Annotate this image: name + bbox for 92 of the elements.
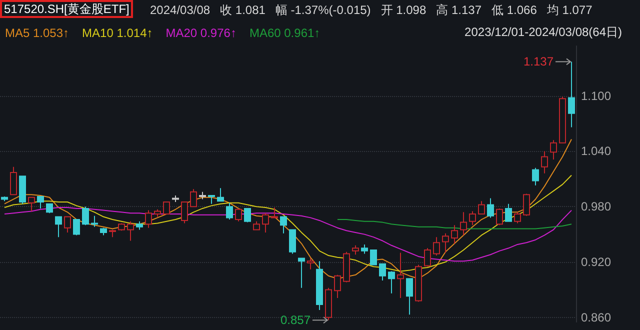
candlestick <box>253 220 260 230</box>
candlestick <box>208 195 215 204</box>
candlestick <box>271 207 278 218</box>
candlestick <box>316 260 323 310</box>
text: MA5 <box>5 26 30 40</box>
text: 1.014↑ <box>116 26 153 40</box>
candlestick <box>307 258 314 270</box>
candlestick <box>343 251 350 283</box>
y-tick-label: 0.860 <box>581 310 612 324</box>
candlestick <box>406 278 413 316</box>
line-series <box>4 174 572 272</box>
candlestick <box>37 196 44 209</box>
text: 均 1.077 <box>546 3 593 17</box>
candlestick <box>541 150 548 174</box>
candlestick <box>127 220 134 242</box>
text: 0.976↑ <box>200 26 236 40</box>
text: 0.961↑ <box>284 26 320 40</box>
candlestick <box>442 232 449 254</box>
candlestick <box>82 206 89 226</box>
candlestick <box>73 219 80 236</box>
candlestick <box>424 248 431 268</box>
candlestick <box>136 220 143 230</box>
candlestick <box>532 167 539 186</box>
candlestick <box>334 274 341 298</box>
candlestick <box>100 227 107 236</box>
annotation: 0.857 <box>280 313 311 328</box>
candlestick <box>496 208 503 226</box>
candlestick <box>145 210 152 228</box>
text: 收 1.081 <box>220 3 266 17</box>
candlestick <box>514 212 521 224</box>
candlestick <box>370 250 377 266</box>
chart-title: 517520.SH[黄金股ETF] <box>4 2 130 16</box>
chart-subtitle: 2023/12/01-2024/03/08(64日) <box>464 25 622 39</box>
candlestick <box>235 208 242 222</box>
candlestick <box>568 61 575 128</box>
candlestick <box>262 212 269 233</box>
candlestick <box>361 244 368 254</box>
candlestick <box>559 96 566 144</box>
candlestick <box>19 176 26 204</box>
candlestick <box>280 216 287 234</box>
candlestick <box>325 287 332 321</box>
text: 低 1.066 <box>492 3 538 17</box>
candlestick <box>118 222 125 232</box>
candlestick <box>28 196 35 212</box>
candlestick <box>379 263 386 281</box>
y-tick-label: 0.920 <box>581 255 612 269</box>
candlestick <box>55 216 62 238</box>
candlestick <box>460 212 467 236</box>
candlestick <box>451 224 458 244</box>
candlestick <box>550 140 557 160</box>
candlestick <box>352 244 359 256</box>
candlestick <box>10 166 17 196</box>
candlestick <box>478 200 485 214</box>
candlestick <box>505 203 512 222</box>
candlestick <box>523 193 530 216</box>
candlestick <box>46 203 53 214</box>
candlestick <box>397 252 404 298</box>
candlestick <box>109 229 116 238</box>
text: 1.053↑ <box>33 26 70 40</box>
text: 幅 -1.37%(-0.015) <box>275 3 371 17</box>
candlestick <box>487 198 494 218</box>
line-series <box>337 219 572 230</box>
candlestick <box>154 208 161 218</box>
line-series <box>4 138 572 280</box>
y-tick-label: 1.100 <box>581 88 612 103</box>
line-series <box>4 207 572 262</box>
candlestick <box>199 191 206 200</box>
text: 高 1.137 <box>436 3 482 17</box>
candlestick <box>298 258 305 288</box>
candlestick <box>217 188 224 202</box>
y-tick-label: 0.980 <box>581 200 612 214</box>
candlestick <box>226 202 233 220</box>
candlestick <box>469 210 476 226</box>
candlestick <box>91 215 98 228</box>
text: 2024/03/08 <box>150 3 210 17</box>
text: MA20 <box>166 26 198 40</box>
candlestick <box>64 216 71 233</box>
annotation: 1.137 <box>523 54 554 69</box>
y-tick-label: 1.040 <box>581 144 612 158</box>
candlestick <box>433 236 440 256</box>
candlestick <box>289 229 296 254</box>
candlestick <box>181 202 188 224</box>
candlestick <box>388 270 395 294</box>
candlestick <box>415 264 422 302</box>
candlestick <box>172 195 179 202</box>
candlestick <box>163 202 170 214</box>
candlestick <box>244 208 251 223</box>
candlestick <box>190 188 197 208</box>
text: 开 1.098 <box>380 3 426 17</box>
candlestick <box>1 196 8 202</box>
text: MA10 <box>82 26 114 40</box>
text: MA60 <box>249 26 282 40</box>
